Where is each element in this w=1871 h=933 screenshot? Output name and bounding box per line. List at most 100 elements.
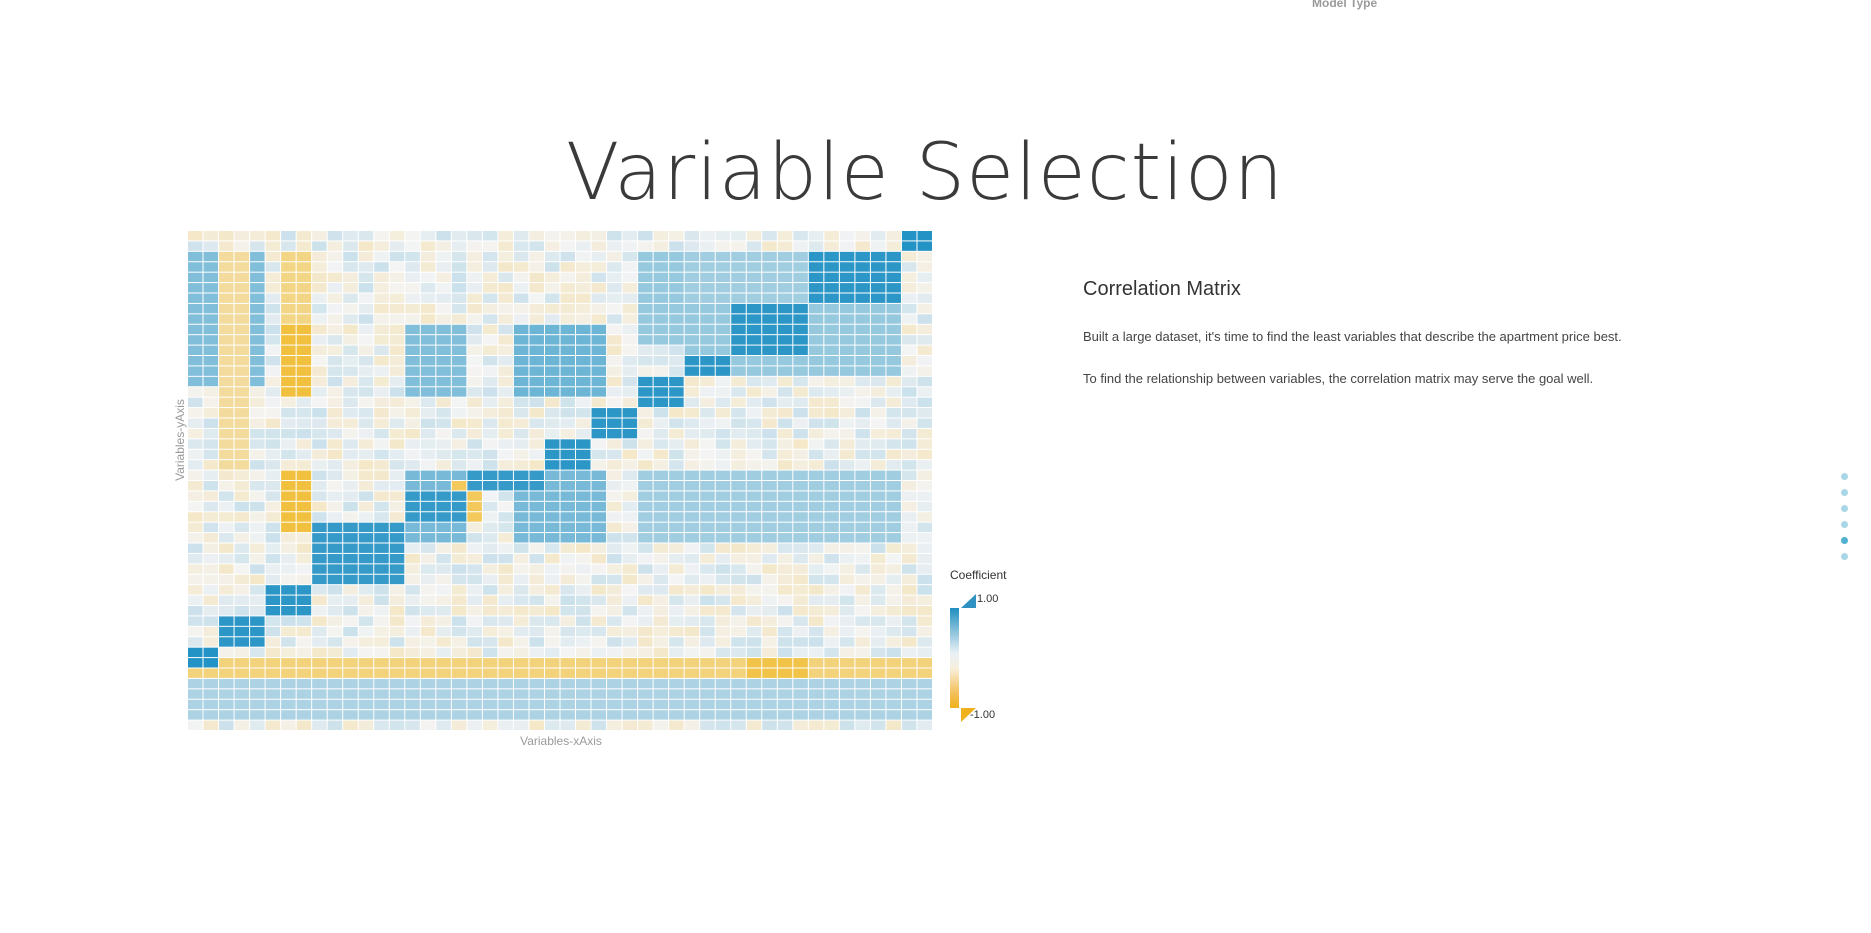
- heatmap-cell[interactable]: [436, 678, 451, 689]
- heatmap-cell[interactable]: [576, 689, 591, 699]
- heatmap-cell[interactable]: [250, 345, 265, 355]
- heatmap-cell[interactable]: [188, 522, 203, 533]
- heatmap-cell[interactable]: [312, 658, 327, 668]
- heatmap-cell[interactable]: [312, 241, 327, 251]
- heatmap-cell[interactable]: [405, 397, 420, 408]
- heatmap-cell[interactable]: [343, 689, 358, 699]
- heatmap-cell[interactable]: [607, 699, 622, 710]
- heatmap-cell[interactable]: [824, 251, 839, 262]
- heatmap-cell[interactable]: [513, 543, 529, 553]
- heatmap-cell[interactable]: [777, 668, 793, 678]
- heatmap-cell[interactable]: [374, 512, 389, 522]
- heatmap-cell[interactable]: [420, 689, 436, 699]
- heatmap-cell[interactable]: [343, 574, 358, 585]
- heatmap-cell[interactable]: [420, 418, 436, 428]
- heatmap-cell[interactable]: [591, 699, 607, 710]
- heatmap-cell[interactable]: [653, 616, 669, 626]
- heatmap-cell[interactable]: [731, 470, 746, 480]
- heatmap-cell[interactable]: [188, 324, 203, 335]
- heatmap-cell[interactable]: [824, 658, 839, 668]
- heatmap-cell[interactable]: [886, 303, 901, 314]
- heatmap-cell[interactable]: [343, 585, 358, 595]
- heatmap-cell[interactable]: [808, 356, 824, 366]
- heatmap-cell[interactable]: [327, 678, 343, 689]
- heatmap-cell[interactable]: [793, 397, 808, 408]
- heatmap-cell[interactable]: [684, 470, 700, 480]
- heatmap-cell[interactable]: [746, 543, 762, 553]
- heatmap-cell[interactable]: [358, 449, 374, 460]
- heatmap-cell[interactable]: [436, 658, 451, 668]
- heatmap-cell[interactable]: [808, 585, 824, 595]
- heatmap-cell[interactable]: [855, 303, 870, 314]
- heatmap-cell[interactable]: [219, 397, 234, 408]
- heatmap-cell[interactable]: [917, 241, 932, 251]
- heatmap-cell[interactable]: [870, 512, 886, 522]
- heatmap-cell[interactable]: [420, 585, 436, 595]
- heatmap-cell[interactable]: [405, 710, 420, 720]
- heatmap-cell[interactable]: [777, 637, 793, 647]
- heatmap-cell[interactable]: [343, 303, 358, 314]
- heatmap-cell[interactable]: [591, 512, 607, 522]
- heatmap-cell[interactable]: [886, 376, 901, 387]
- heatmap-cell[interactable]: [870, 314, 886, 324]
- heatmap-cell[interactable]: [684, 303, 700, 314]
- heatmap-cell[interactable]: [203, 314, 219, 324]
- heatmap-cell[interactable]: [188, 345, 203, 355]
- heatmap-cell[interactable]: [265, 626, 281, 637]
- heatmap-cell[interactable]: [405, 481, 420, 491]
- heatmap-cell[interactable]: [343, 262, 358, 272]
- heatmap-cell[interactable]: [793, 324, 808, 335]
- heatmap-cell[interactable]: [839, 439, 855, 449]
- heatmap-cell[interactable]: [793, 543, 808, 553]
- heatmap-cell[interactable]: [669, 449, 684, 460]
- heatmap-cell[interactable]: [327, 314, 343, 324]
- heatmap-cell[interactable]: [591, 335, 607, 345]
- heatmap-cell[interactable]: [917, 699, 932, 710]
- heatmap-cell[interactable]: [715, 626, 731, 637]
- heatmap-cell[interactable]: [762, 428, 777, 439]
- heatmap-cell[interactable]: [917, 428, 932, 439]
- heatmap-cell[interactable]: [374, 606, 389, 616]
- heatmap-cell[interactable]: [529, 324, 544, 335]
- heatmap-cell[interactable]: [901, 231, 917, 241]
- heatmap-cell[interactable]: [467, 585, 482, 595]
- heatmap-cell[interactable]: [901, 616, 917, 626]
- heatmap-cell[interactable]: [420, 324, 436, 335]
- heatmap-cell[interactable]: [839, 293, 855, 303]
- heatmap-cell[interactable]: [560, 231, 576, 241]
- heatmap-cell[interactable]: [715, 439, 731, 449]
- heatmap-cell[interactable]: [762, 606, 777, 616]
- heatmap-cell[interactable]: [265, 251, 281, 262]
- heatmap-cell[interactable]: [219, 512, 234, 522]
- heatmap-cell[interactable]: [793, 272, 808, 283]
- heatmap-cell[interactable]: [327, 345, 343, 355]
- heatmap-cell[interactable]: [513, 283, 529, 293]
- heatmap-cell[interactable]: [451, 553, 467, 564]
- heatmap-cell[interactable]: [901, 606, 917, 616]
- heatmap-cell[interactable]: [576, 387, 591, 397]
- heatmap-cell[interactable]: [544, 231, 560, 241]
- heatmap-cell[interactable]: [669, 637, 684, 647]
- heatmap-cell[interactable]: [839, 595, 855, 605]
- heatmap-cell[interactable]: [188, 439, 203, 449]
- heatmap-cell[interactable]: [467, 533, 482, 543]
- heatmap-cell[interactable]: [607, 262, 622, 272]
- heatmap-cell[interactable]: [250, 366, 265, 376]
- heatmap-cell[interactable]: [374, 356, 389, 366]
- heatmap-cell[interactable]: [870, 231, 886, 241]
- heatmap-cell[interactable]: [700, 293, 715, 303]
- heatmap-cell[interactable]: [653, 272, 669, 283]
- heatmap-cell[interactable]: [265, 710, 281, 720]
- heatmap-cell[interactable]: [700, 491, 715, 501]
- heatmap-cell[interactable]: [467, 460, 482, 470]
- heatmap-cell[interactable]: [420, 439, 436, 449]
- heatmap-cell[interactable]: [684, 710, 700, 720]
- heatmap-cell[interactable]: [560, 449, 576, 460]
- heatmap-cell[interactable]: [513, 574, 529, 585]
- heatmap-cell[interactable]: [327, 699, 343, 710]
- heatmap-cell[interactable]: [576, 251, 591, 262]
- heatmap-cell[interactable]: [188, 335, 203, 345]
- heatmap-cell[interactable]: [188, 564, 203, 574]
- heatmap-cell[interactable]: [824, 335, 839, 345]
- heatmap-cell[interactable]: [793, 491, 808, 501]
